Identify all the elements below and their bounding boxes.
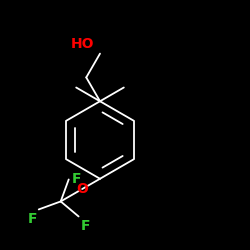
Text: F: F [72,172,81,186]
Text: HO: HO [70,37,94,51]
Text: O: O [76,182,88,196]
Text: F: F [28,212,38,226]
Text: F: F [81,219,90,233]
